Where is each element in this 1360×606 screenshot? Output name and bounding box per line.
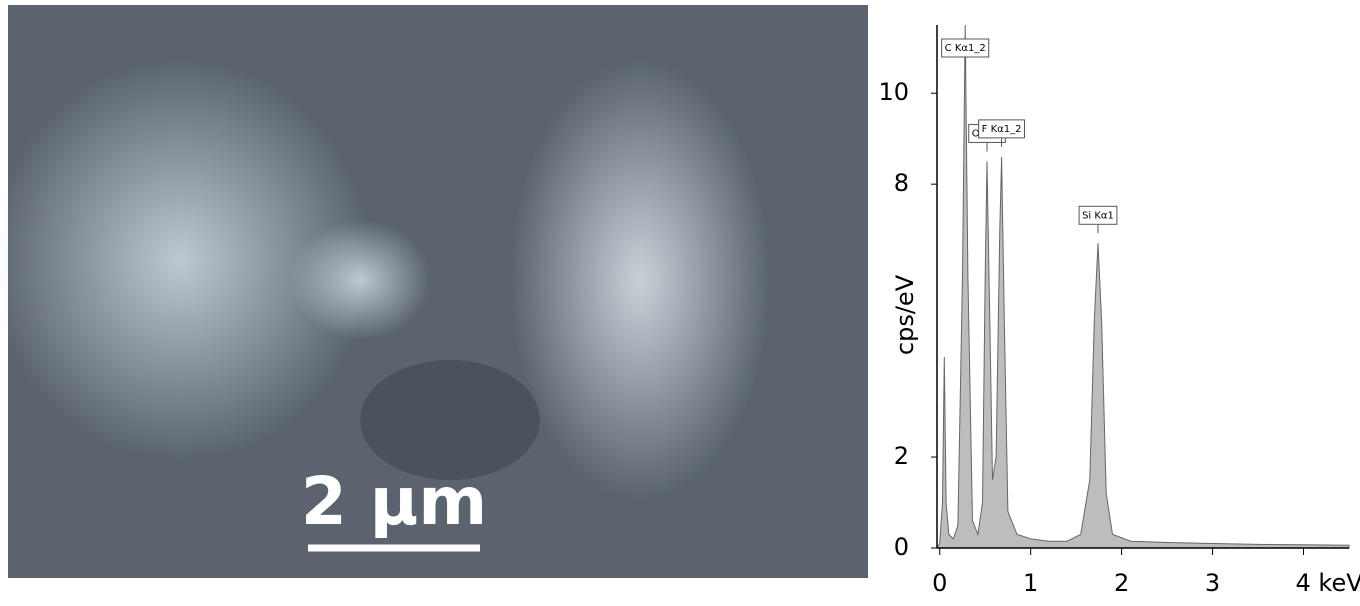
y-axis-label: cps/eV: [891, 274, 919, 355]
peak-label: Si Kα1: [1082, 210, 1114, 221]
x-tick-label: 2: [1114, 569, 1129, 597]
x-tick-label: 1: [1023, 569, 1038, 597]
x-tick-label: 0: [932, 569, 947, 597]
y-tick-label: 0: [894, 533, 909, 561]
sem-image: 2 µm: [0, 5, 868, 578]
figure: 2 µm 0281001234 keVcps/eVC Kα1_2O Kα1F K…: [0, 0, 1360, 602]
y-tick-label: 8: [894, 169, 909, 197]
x-tick-label: 3: [1205, 569, 1220, 597]
y-tick-label: 2: [894, 442, 909, 470]
spectrum-area: [937, 25, 1349, 548]
peak-label: F Kα1_2: [982, 124, 1022, 135]
y-tick-label: 10: [878, 78, 909, 106]
x-tick-label: 4 keV: [1296, 569, 1360, 597]
scale-bar-label: 2 µm: [301, 463, 487, 540]
peak-label: C Kα1_2: [945, 43, 986, 54]
